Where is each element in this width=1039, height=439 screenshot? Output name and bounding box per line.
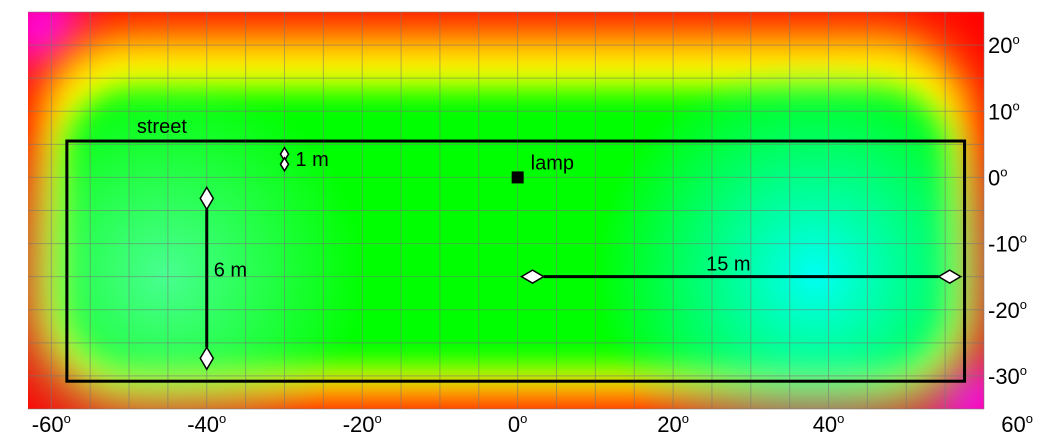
arrow-head [937, 269, 963, 285]
arrow-head [199, 185, 215, 211]
dimension-label-2: 15 m [706, 254, 750, 276]
x-axis-tick-labels: -60o -40o -20o 0o 20o 40o 60o [32, 411, 1033, 437]
dimension-label-0: 1 m [295, 149, 328, 171]
x-tick-label: -40o [187, 411, 226, 437]
arrow-head [520, 269, 546, 285]
y-tick-label: 20o [988, 32, 1020, 58]
street-label: street [137, 116, 187, 138]
y-tick-label: -10o [988, 231, 1027, 257]
lamp-marker [511, 171, 524, 184]
street-outline [65, 139, 967, 383]
lamp-label: lamp [531, 152, 574, 174]
street-rectangle: street [65, 116, 967, 383]
dimension-label-1: 6 m [214, 259, 247, 281]
x-tick-label: 60o [1001, 411, 1033, 437]
y-tick-label: -20o [988, 297, 1027, 323]
annotations: lamp [511, 152, 574, 184]
arrow-head [279, 156, 290, 173]
x-tick-label: 40o [813, 411, 845, 437]
illuminance-heatmap [28, 12, 984, 409]
arrow-head [199, 345, 215, 371]
y-tick-label: 0o [988, 164, 1007, 190]
dimension-arrows: 1 m 6 m 15 m [199, 146, 963, 371]
y-tick-label: -30o [988, 363, 1027, 389]
y-tick-label: 10o [988, 98, 1020, 124]
y-axis-tick-labels: 20o 10o 0o -10o -20o -30o [988, 32, 1027, 389]
x-tick-label: -20o [343, 411, 382, 437]
x-tick-label: -60o [32, 411, 71, 437]
x-tick-label: 0o [508, 411, 527, 437]
x-tick-label: 20o [657, 411, 689, 437]
